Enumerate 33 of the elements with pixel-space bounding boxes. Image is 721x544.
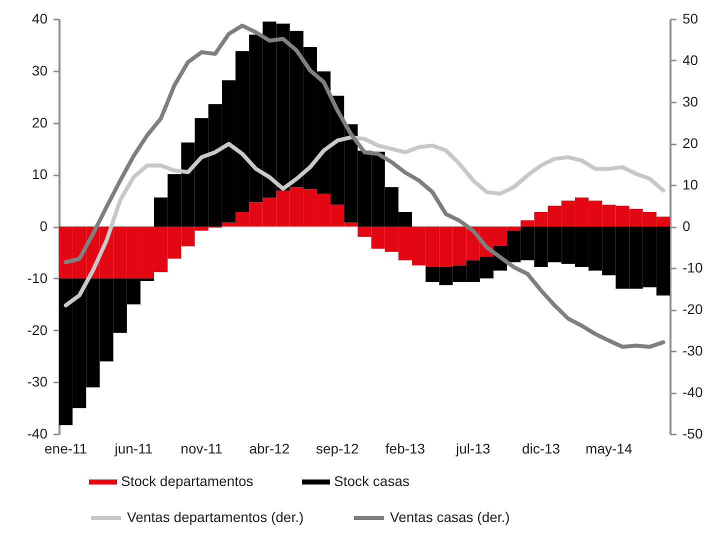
legend-label: Stock departamentos	[121, 473, 254, 489]
y2-tick-label: -30	[682, 342, 703, 358]
x-tick-label: feb-13	[385, 440, 426, 456]
y2-tick-label: 10	[682, 176, 698, 192]
y2-tick-label: 0	[682, 218, 690, 234]
y-tick-label: 20	[32, 114, 48, 130]
x-tick-label: ene-11	[44, 440, 88, 456]
y-tick-label: -10	[27, 270, 48, 286]
legend-label: Stock casas	[334, 473, 410, 489]
y2-tick-label: -40	[682, 384, 703, 400]
x-tick-label: sep-12	[316, 440, 359, 456]
x-tick-label: abr-12	[249, 440, 290, 456]
y-tick-label: 10	[32, 166, 48, 182]
y-tick-label: 0	[40, 218, 48, 234]
y-tick-label: -40	[27, 426, 48, 442]
y2-tick-label: 50	[682, 10, 698, 26]
y2-tick-label: 30	[682, 94, 698, 110]
y2-tick-label: -10	[682, 260, 703, 276]
y2-tick-label: 40	[682, 52, 698, 68]
x-tick-label: nov-11	[180, 440, 223, 456]
legend-label: Ventas casas (der.)	[390, 509, 510, 525]
y-tick-label: -30	[27, 374, 48, 390]
x-tick-label: jul-13	[454, 440, 490, 456]
legend-label: Ventas departamentos (der.)	[127, 509, 304, 525]
y-tick-label: -20	[27, 322, 48, 338]
x-tick-label: dic-13	[522, 440, 560, 456]
y2-tick-label: -50	[682, 426, 703, 442]
y2-tick-label: 20	[682, 135, 698, 151]
y-tick-label: 30	[32, 62, 48, 78]
y-tick-label: 40	[32, 10, 48, 26]
y2-tick-label: -20	[682, 301, 703, 317]
x-tick-label: jun-11	[114, 440, 153, 456]
x-tick-label: may-14	[586, 440, 632, 456]
